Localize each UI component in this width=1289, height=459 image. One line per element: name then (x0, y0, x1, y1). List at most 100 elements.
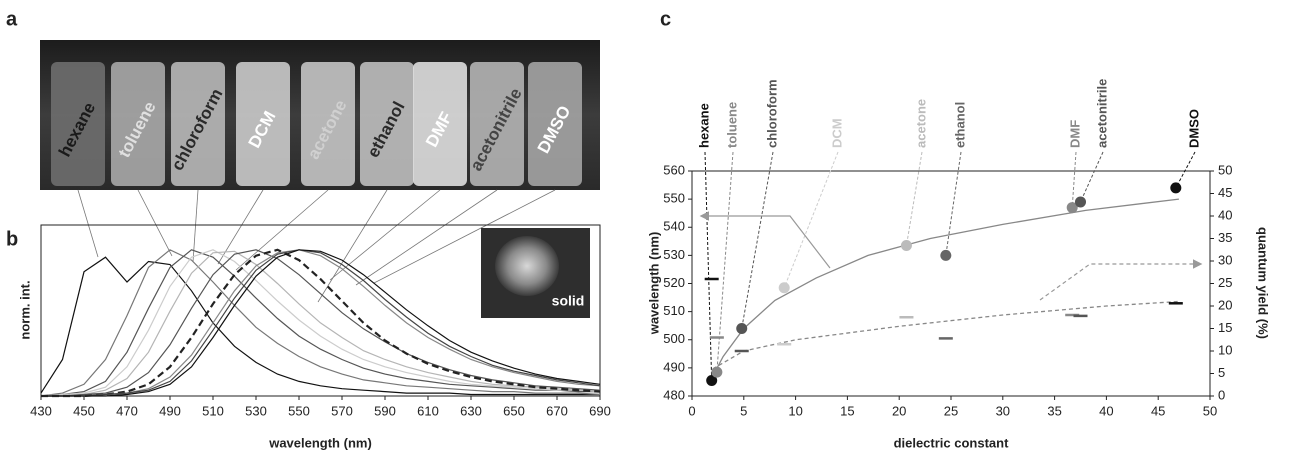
solvent-label: hexane (696, 103, 711, 148)
x-tick-label: 25 (944, 403, 958, 418)
x-tick-label: 650 (503, 403, 525, 418)
connector (373, 189, 556, 284)
solvent-label: acetone (913, 99, 928, 148)
leader (1080, 151, 1104, 203)
connector (137, 189, 173, 257)
connector (355, 189, 498, 286)
x-tick-label: 490 (159, 403, 181, 418)
leader (1175, 151, 1196, 189)
data-point (1170, 182, 1182, 194)
data-point (778, 282, 790, 294)
leader (716, 151, 734, 373)
x-tick-label: 570 (331, 403, 353, 418)
solvent-label: DCM (829, 118, 844, 148)
data-point (706, 375, 718, 387)
connector (317, 189, 388, 303)
panel-b: b 430 450 470 490 510 530 550 570 590 610 630 650 670… (6, 224, 611, 450)
y-axis-label: wavelength (nm) (646, 232, 661, 336)
spectrum (40, 249, 600, 397)
solvent-label: toluene (724, 102, 739, 148)
solvent-label: chloroform (764, 79, 779, 148)
y-tick-label: 510 (663, 303, 685, 318)
arrow (699, 211, 831, 269)
y-tick-label: 540 (663, 219, 685, 234)
x-tick-label: 450 (73, 403, 95, 418)
x-tick-label: 10 (788, 403, 802, 418)
y2-tick-label: 5 (1218, 365, 1225, 380)
spectrum (41, 248, 601, 398)
vial (171, 62, 225, 186)
spectrum (40, 249, 601, 397)
x-tick-label: 670 (546, 403, 568, 418)
solvent-label: ethanol (952, 102, 967, 148)
y2-tick-label: 15 (1218, 320, 1232, 335)
leader (1071, 151, 1077, 208)
x-tick-label: 35 (1047, 403, 1061, 418)
y2-tick-label: 40 (1218, 207, 1232, 222)
y2-tick-label: 25 (1218, 275, 1232, 290)
x-tick-label: 550 (288, 403, 310, 418)
panel-letter: b (6, 228, 18, 250)
arrow (1039, 259, 1203, 301)
y-tick-label: 490 (663, 359, 685, 374)
x-tick-label: 610 (417, 403, 439, 418)
x-tick-label: 50 (1203, 403, 1217, 418)
spectrum (40, 256, 600, 396)
data-point (940, 249, 952, 261)
solvent-label: DMSO (1186, 109, 1201, 148)
connector (235, 189, 329, 271)
vial (301, 62, 355, 186)
y2-tick-label: 35 (1218, 230, 1232, 245)
leader (704, 151, 713, 381)
x-tick-label: 430 (30, 403, 52, 418)
x-tick-label: 20 (892, 403, 906, 418)
y-tick-label: 560 (663, 162, 685, 177)
vial (413, 62, 467, 186)
x-tick-label: 510 (202, 403, 224, 418)
leader (905, 151, 923, 246)
y-tick-label: 530 (663, 247, 685, 262)
x-axis-label: wavelength (nm) (268, 435, 372, 450)
x-tick-label: 590 (374, 403, 396, 418)
data-point (1075, 196, 1086, 208)
y2-tick-label: 0 (1218, 387, 1225, 402)
leader (783, 151, 839, 288)
x-tick-label: 5 (740, 403, 747, 418)
inset-sample (495, 236, 559, 296)
y-axis-label: norm. int. (17, 280, 32, 339)
x-tick-label: 45 (1151, 403, 1165, 418)
x-tick-label: 630 (460, 403, 482, 418)
solvent-label: DMF (1067, 120, 1082, 148)
vial (111, 62, 165, 186)
connectors (77, 189, 556, 303)
data-point (711, 366, 723, 378)
fit-curve (712, 198, 1179, 377)
x-tick-label: 690 (589, 403, 611, 418)
x-tick-label: 15 (840, 403, 854, 418)
vial (528, 62, 582, 186)
y2-axis-label: quantum yield (%) (1256, 227, 1271, 339)
vial (51, 62, 105, 186)
spectrum (41, 249, 601, 397)
x-axis-label: dielectric constant (894, 435, 1010, 450)
x-tick-label: 40 (1099, 403, 1113, 418)
leader (945, 151, 962, 256)
connector (329, 189, 441, 281)
spectrum (41, 249, 601, 397)
vial (470, 62, 524, 186)
y2-tick-label: 45 (1218, 185, 1232, 200)
y-tick-label: 550 (663, 191, 685, 206)
vial (236, 62, 290, 186)
inset-label: solid (552, 293, 585, 309)
panel-letter: a (6, 8, 18, 30)
x-tick-label: 530 (245, 403, 267, 418)
spectrum (41, 249, 601, 397)
y-tick-label: 500 (663, 331, 685, 346)
panel-c: c0 5 10 15 20 25 30 35 40 45 504804905005105205305… (646, 8, 1270, 450)
y2-tick-label: 50 (1218, 162, 1232, 177)
y-tick-label: 480 (663, 387, 685, 402)
x-tick-label: 470 (116, 403, 138, 418)
plot-frame (40, 224, 601, 397)
y2-tick-label: 30 (1218, 252, 1232, 267)
connector (77, 189, 99, 258)
